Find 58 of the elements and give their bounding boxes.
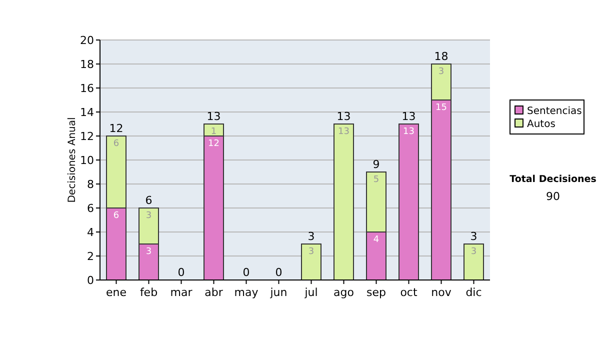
bar [464, 244, 484, 280]
data-label: 6 [113, 211, 120, 221]
data-label: 5 [373, 175, 380, 185]
total-label: 13 [336, 110, 351, 123]
total-label: 3 [308, 230, 315, 243]
y-tick-label: 6 [87, 202, 94, 215]
text: Total Decisiones [510, 174, 597, 185]
data-label: 3 [308, 247, 314, 257]
total-label: 13 [402, 110, 416, 123]
bar [398, 124, 419, 280]
x-tick-label: mar [170, 286, 193, 299]
y-tick-label: 2 [87, 250, 94, 263]
data-label: 3 [470, 247, 477, 257]
data-label: 12 [208, 139, 220, 149]
data-label: 6 [113, 139, 120, 149]
total-label: 0 [178, 266, 185, 279]
y-tick-label: 10 [80, 154, 94, 167]
bar [301, 244, 322, 280]
y-tick-label: 4 [87, 226, 94, 239]
data-label: 3 [146, 211, 152, 221]
y-tick-label: 16 [80, 82, 94, 95]
total-label: 0 [242, 266, 250, 279]
total-label: 0 [275, 266, 282, 279]
y-tick-label: 20 [80, 34, 94, 47]
data-label: 4 [373, 235, 380, 245]
total-label: 3 [470, 230, 478, 243]
legend-label: Autos [527, 119, 556, 130]
bar [334, 124, 354, 280]
y-tick-label: 12 [80, 130, 94, 143]
x-tick-label: jul [304, 286, 318, 299]
x-tick-label: jun [269, 286, 288, 299]
x-tick-label: dic [466, 286, 482, 299]
total-label: 18 [434, 50, 448, 63]
total-label: 13 [206, 110, 221, 123]
y-tick-label: 8 [87, 178, 94, 191]
x-tick-label: ene [106, 286, 127, 299]
legend-label: Sentencias [527, 106, 582, 117]
y-tick-label: 0 [87, 274, 94, 287]
x-tick-label: oct [400, 286, 418, 299]
x-tick-label: feb [140, 286, 158, 299]
text: 90 [546, 190, 560, 203]
x-tick-label: sep [366, 286, 386, 299]
x-tick-label: may [234, 286, 259, 299]
data-label: 3 [438, 67, 444, 77]
total-label: 9 [372, 158, 380, 171]
total-label: 12 [109, 122, 124, 135]
y-axis-title: Decisiones Anual [67, 117, 78, 203]
y-tick-label: 18 [80, 58, 94, 71]
x-tick-label: nov [431, 286, 452, 299]
x-tick-label: abr [204, 286, 224, 299]
data-label: 13 [403, 127, 414, 137]
data-label: 13 [338, 127, 350, 137]
data-label: 15 [436, 103, 447, 113]
x-tick-label: ago [334, 286, 354, 299]
data-label: 3 [146, 247, 152, 257]
data-label: 1 [210, 127, 217, 137]
y-tick-label: 14 [80, 106, 94, 119]
total-label: 6 [145, 194, 152, 207]
